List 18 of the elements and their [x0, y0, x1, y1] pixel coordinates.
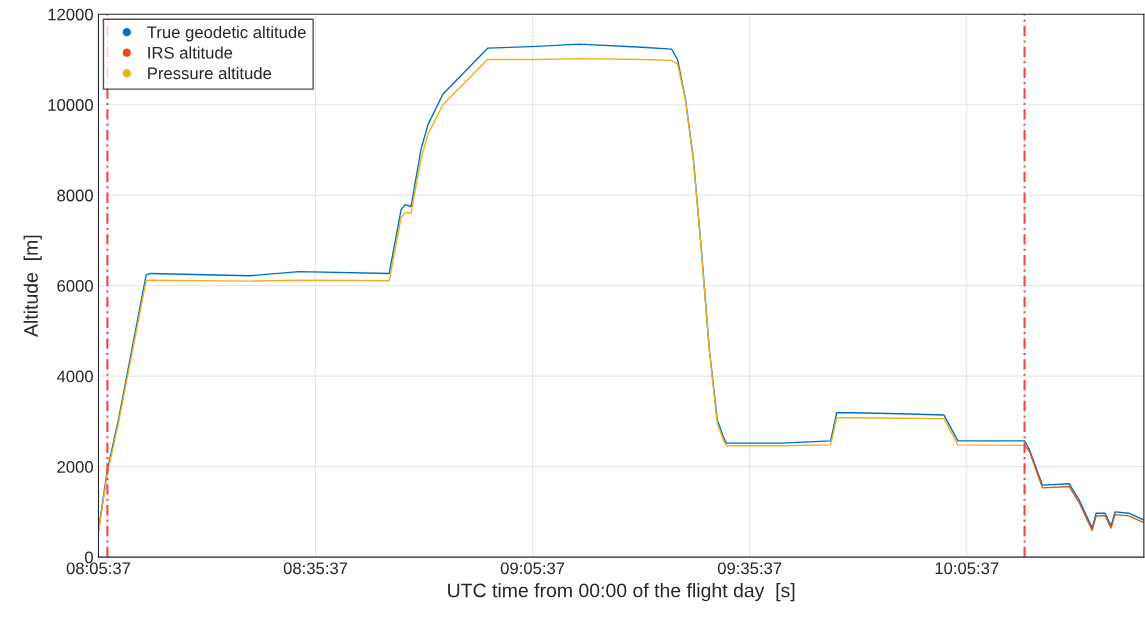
y-tick-label: 10000: [48, 99, 93, 111]
x-tick-label: 10:05:37: [935, 562, 999, 575]
line-series: [1023, 444, 1144, 532]
y-tick-label: 6000: [57, 280, 93, 292]
y-tick-label: 4000: [56, 370, 93, 383]
y-axis-title: Altitude [m]: [23, 235, 42, 337]
y-tick-label: 0: [84, 551, 93, 564]
x-tick-label: 09:05:37: [500, 562, 565, 575]
y-tick-label: 8000: [57, 189, 93, 202]
legend-label: True geodetic altitude: [147, 25, 306, 42]
legend-label: IRS altitude: [148, 46, 233, 59]
x-tick-label: 08:05:37: [66, 562, 131, 575]
x-tick-label: 09:35:37: [717, 562, 782, 575]
x-tick-label: 08:35:37: [283, 562, 348, 575]
x-axis-title: UTC time from 00:00 of the flight day [s]: [448, 583, 795, 602]
legend-label: Pressure altitude: [148, 66, 272, 80]
y-tick-label: 2000: [57, 461, 93, 473]
y-tick-label: 12000: [48, 8, 93, 21]
